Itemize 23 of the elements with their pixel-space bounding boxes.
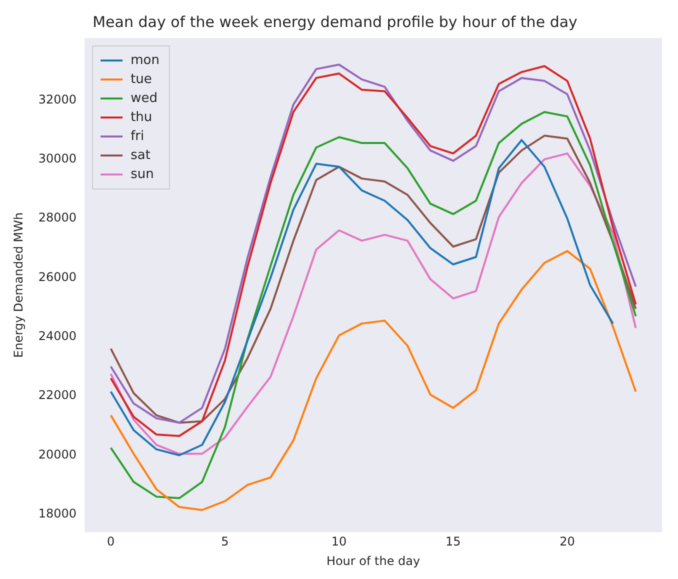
legend-label: sun: [130, 166, 154, 182]
y-tick-label: 30000: [38, 151, 77, 166]
y-tick-label: 24000: [38, 329, 77, 344]
x-tick-label: 10: [331, 534, 347, 549]
x-axis-title: Hour of the day: [326, 554, 420, 568]
legend-label: thu: [130, 110, 152, 125]
legend-label: fri: [130, 128, 144, 144]
y-tick-label: 28000: [38, 210, 77, 225]
x-tick-label: 0: [107, 534, 115, 549]
x-tick-label: 5: [221, 534, 229, 549]
y-tick-label: 32000: [38, 92, 77, 106]
y-tick-label: 26000: [38, 270, 77, 284]
legend-label: sat: [130, 148, 150, 163]
legend-label: mon: [130, 52, 160, 68]
y-tick-label: 22000: [38, 388, 77, 402]
x-tick-label: 20: [560, 534, 575, 549]
chart-title: Mean day of the week energy demand profile by hour of the day: [92, 12, 578, 31]
legend-label: wed: [130, 90, 158, 106]
y-tick-label: 20000: [38, 447, 77, 462]
y-axis-title: Energy Demanded MWh: [11, 212, 26, 358]
y-tick-label: 18000: [38, 506, 77, 521]
x-tick-label: 15: [446, 534, 461, 549]
legend-label: tue: [130, 72, 152, 87]
